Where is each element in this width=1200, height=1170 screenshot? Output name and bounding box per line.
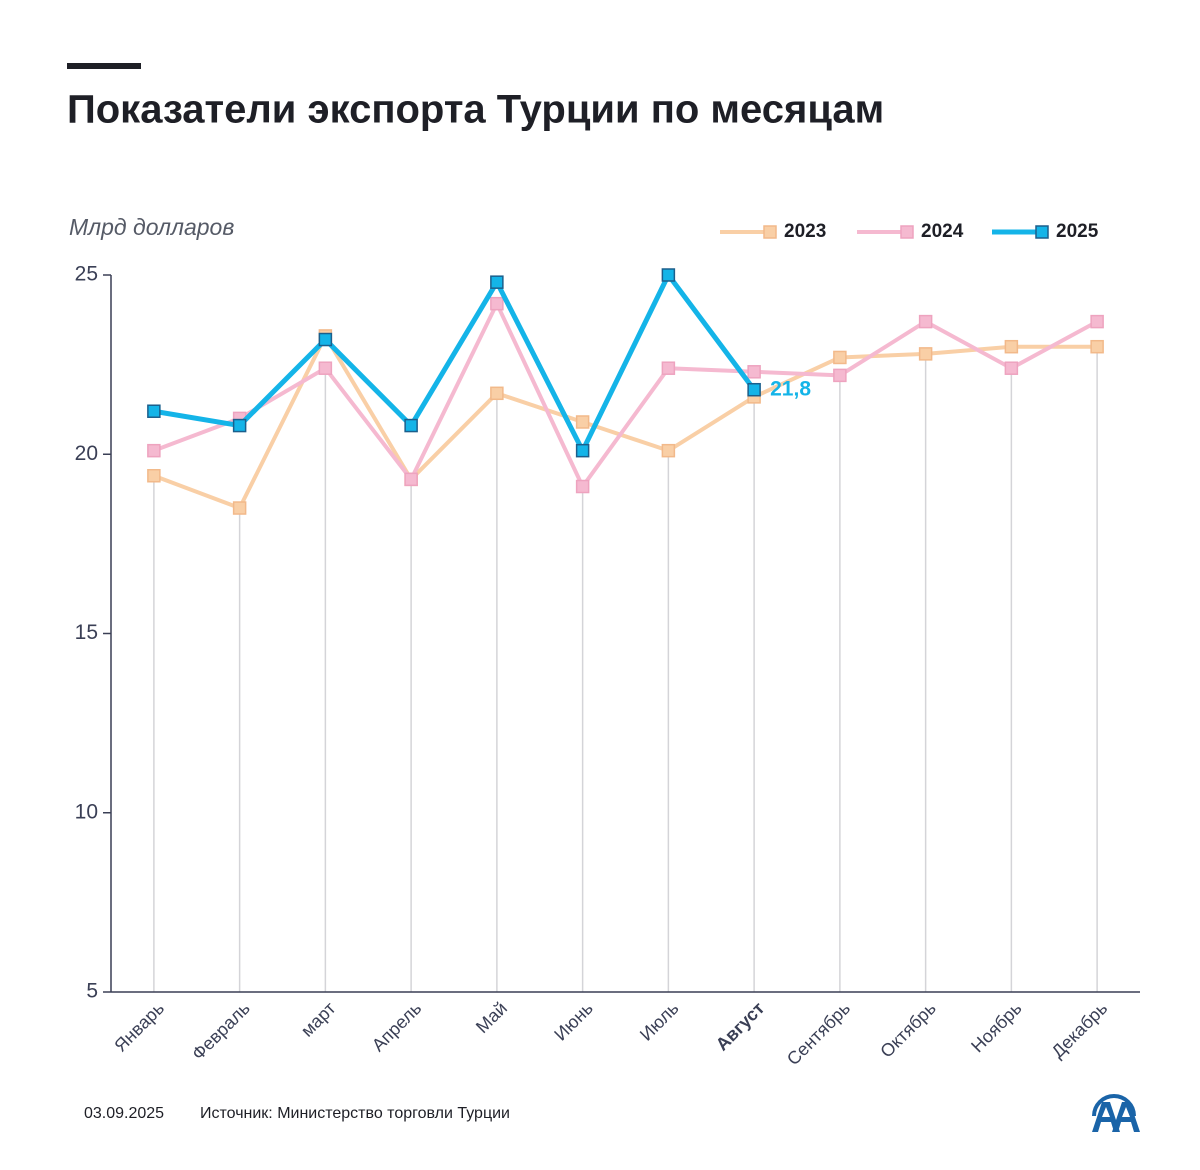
legend-marker	[900, 225, 914, 239]
y-tick-label: 25	[75, 263, 98, 286]
marker	[404, 418, 418, 433]
marker	[1004, 339, 1019, 354]
legend-label: 2025	[1056, 221, 1099, 242]
legend-marker	[1035, 225, 1049, 239]
marker	[575, 479, 590, 494]
marker	[232, 501, 247, 515]
y-tick-label: 5	[86, 980, 98, 1003]
marker	[661, 268, 676, 282]
x-tick-label: Август	[712, 998, 769, 1055]
x-tick-label: Ноябрь	[967, 998, 1025, 1056]
marker	[661, 361, 676, 375]
series-line	[153, 272, 757, 454]
x-tick-label: Февраль	[188, 998, 254, 1064]
marker	[404, 472, 418, 487]
x-tick-label: Декабрь	[1048, 998, 1112, 1062]
marker	[575, 443, 590, 458]
date: 03.09.2025	[84, 1105, 164, 1122]
marker	[747, 382, 761, 397]
marker	[490, 296, 504, 311]
marker	[147, 469, 161, 483]
legend-label: 2023	[784, 221, 826, 242]
marker	[833, 350, 847, 365]
series	[147, 329, 1104, 515]
marker	[490, 275, 504, 289]
x-tick-label: Июль	[636, 998, 683, 1045]
marker	[318, 361, 333, 375]
logo	[1092, 1094, 1140, 1132]
marker	[575, 415, 590, 429]
series: 21,8	[147, 268, 811, 458]
x-tick-label: март	[297, 998, 340, 1041]
x-tick-label: Сентябрь	[783, 998, 854, 1069]
data-label: 21,8	[770, 377, 811, 400]
series-line	[153, 301, 1099, 489]
y-tick-label: 10	[75, 800, 98, 823]
marker	[918, 347, 933, 361]
chart-title: Показатели экспорта Турции по месяцам	[67, 88, 884, 132]
marker	[147, 404, 161, 418]
y-axis-label: Млрд долларов	[69, 214, 234, 240]
marker	[318, 332, 333, 347]
marker	[833, 368, 847, 383]
marker	[147, 443, 161, 458]
marker	[1004, 361, 1019, 375]
x-tick-label: Январь	[110, 998, 168, 1056]
source: Источник: Министерство торговли Турции	[200, 1105, 510, 1122]
y-tick-label: 20	[75, 442, 98, 465]
marker	[661, 443, 676, 458]
legend-label: 2024	[921, 221, 964, 242]
marker	[1090, 314, 1104, 329]
marker	[232, 418, 247, 433]
x-tick-label: Октябрь	[876, 998, 939, 1061]
marker	[1090, 339, 1104, 354]
marker	[747, 365, 761, 379]
x-tick-label: Апрель	[368, 998, 425, 1055]
x-tick-label: Июнь	[550, 998, 597, 1045]
marker	[918, 314, 933, 329]
series	[147, 296, 1104, 494]
legend-marker	[763, 225, 777, 239]
series-line	[153, 333, 1098, 511]
y-tick-label: 15	[75, 621, 98, 644]
title-bar	[67, 63, 141, 69]
marker	[490, 386, 504, 401]
x-tick-label: Май	[472, 998, 511, 1037]
